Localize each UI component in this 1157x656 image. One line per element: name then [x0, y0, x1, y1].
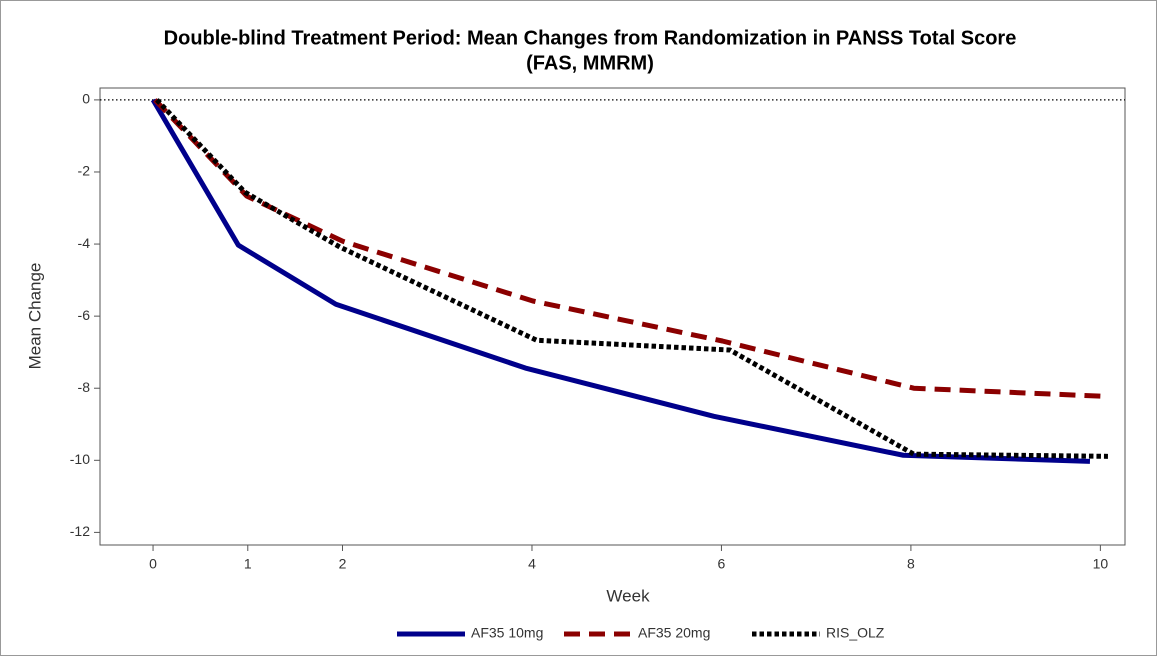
y-tick-label: -10 — [70, 451, 90, 467]
legend-label: AF35 20mg — [638, 625, 710, 641]
y-tick-label: -2 — [78, 163, 91, 179]
x-tick-label: 1 — [244, 556, 252, 572]
x-tick-label: 8 — [907, 556, 915, 572]
legend-label: AF35 10mg — [471, 625, 543, 641]
y-tick-label: -6 — [78, 307, 91, 323]
legend-label: RIS_OLZ — [826, 625, 885, 641]
series-line — [155, 98, 1108, 459]
x-tick-label: 4 — [528, 556, 536, 572]
y-tick-label: -4 — [78, 235, 91, 251]
x-tick-label: 6 — [718, 556, 726, 572]
x-tick-label: 0 — [149, 556, 157, 572]
x-tick-label: 10 — [1093, 556, 1109, 572]
x-axis-label: Week — [606, 586, 650, 605]
chart-title: (FAS, MMRM) — [526, 52, 654, 74]
y-tick-label: 0 — [82, 91, 90, 107]
y-tick-label: -12 — [70, 523, 90, 539]
chart-title: Double-blind Treatment Period: Mean Chan… — [164, 27, 1017, 49]
y-axis-label: Mean Change — [25, 263, 44, 370]
x-tick-label: 2 — [339, 556, 347, 572]
y-tick-label: -8 — [78, 379, 91, 395]
series-line — [150, 98, 1091, 464]
